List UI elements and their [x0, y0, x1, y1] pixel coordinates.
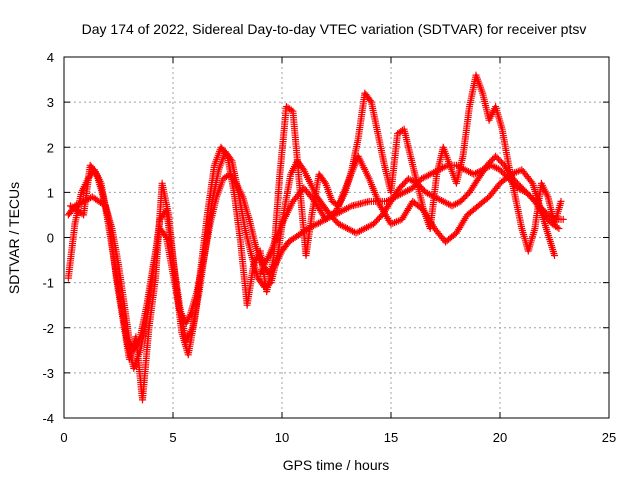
x-tick-label: 20	[493, 430, 507, 445]
chart-title: Day 174 of 2022, Sidereal Day-to-day VTE…	[82, 21, 587, 37]
x-tick-label: 5	[169, 430, 176, 445]
data-point	[559, 215, 567, 223]
data-point	[551, 252, 558, 259]
data-points	[64, 71, 567, 404]
axis-ticks	[63, 56, 610, 419]
y-axis-label: SDTVAR / TECUs	[6, 182, 22, 294]
y-tick-label: -1	[42, 276, 54, 291]
x-tick-label: 25	[602, 430, 616, 445]
x-tick-labels: 0 5 10 15 20 25	[60, 430, 616, 445]
data-point	[555, 225, 563, 232]
data-series	[256, 152, 558, 278]
data-point	[527, 178, 535, 186]
y-tick-label: 0	[47, 231, 54, 246]
y-tick-labels: -4 -3 -2 -1 0 1 2 3 4	[42, 50, 54, 426]
data-point	[366, 97, 374, 105]
data-point	[222, 151, 230, 159]
data-point	[516, 182, 524, 190]
x-axis-label: GPS time / hours	[283, 457, 390, 473]
y-tick-label: -3	[42, 366, 54, 381]
y-tick-label: 1	[47, 185, 54, 200]
y-tick-label: 3	[47, 95, 54, 110]
x-tick-label: 10	[275, 430, 289, 445]
data-point	[92, 169, 100, 177]
data-point	[484, 194, 491, 202]
data-series	[67, 71, 565, 404]
data-point	[495, 155, 502, 163]
y-tick-label: 2	[47, 140, 54, 155]
data-point	[557, 197, 565, 205]
x-tick-label: 0	[60, 430, 67, 445]
data-point	[321, 178, 328, 186]
x-tick-label: 15	[384, 430, 398, 445]
y-tick-label: -2	[42, 321, 54, 336]
y-tick-label: 4	[47, 50, 54, 65]
y-tick-label: -4	[42, 411, 54, 426]
